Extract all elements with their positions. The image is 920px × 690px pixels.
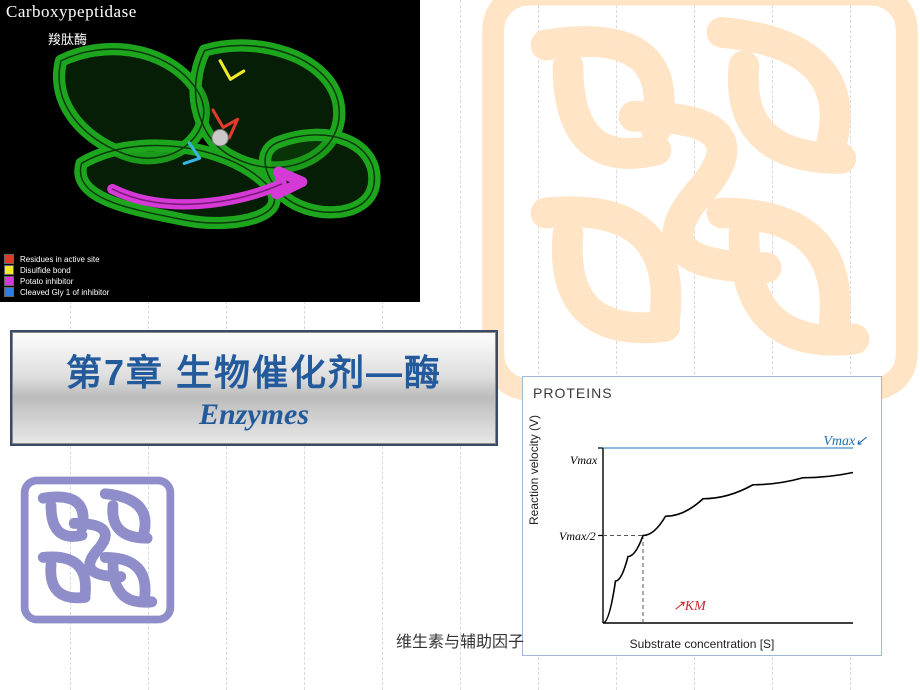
chapter-banner: 第7章 生物催化剂—酶 Enzymes [10,330,498,446]
legend-label: Residues in active site [20,255,100,264]
slide-caption: 维生素与辅助因子 [0,628,920,652]
legend-label: Disulfide bond [20,266,71,275]
decorative-seal-small [20,476,175,624]
legend-swatch [4,265,14,275]
chapter-title-en: Enzymes [199,398,309,432]
chart-vmax2-tick: Vmax/2 [559,529,596,544]
legend-swatch [4,276,14,286]
legend-row: Cleaved Gly 1 of inhibitor [4,287,109,297]
legend-row: Residues in active site [4,254,109,264]
chart-km-label: ↗KM [673,598,706,615]
legend-label: Potato inhibitor [20,277,73,286]
legend-swatch [4,287,14,297]
chapter-title-cn: 第7章 生物催化剂—酶 [66,344,442,396]
decorative-seal-large [480,0,920,402]
legend-swatch [4,254,14,264]
chart-ylabel: Reaction velocity (V) [527,415,541,525]
kinetics-chart-box: PROTEINS Reaction velocity (V) Substrate… [522,376,882,656]
chart-vmax-tick: Vmax [570,453,597,468]
protein-title: Carboxypeptidase [6,2,137,22]
chart-vmax-label: Vmax↙ [823,433,867,450]
protein-structure-panel: Carboxypeptidase 羧肽酶 Residues in active … [0,0,420,302]
legend-row: Potato inhibitor [4,276,109,286]
legend-label: Cleaved Gly 1 of inhibitor [20,288,109,297]
chart-heading: PROTEINS [523,385,881,401]
chart-area: Reaction velocity (V) Substrate concentr… [523,405,881,653]
protein-ribbon-diagram [20,30,410,235]
arrow-right-icon: ↗ [673,599,685,614]
protein-legend: Residues in active site Disulfide bond Pot… [0,252,113,300]
arrow-left-icon: ↙ [855,434,867,449]
legend-row: Disulfide bond [4,265,109,275]
